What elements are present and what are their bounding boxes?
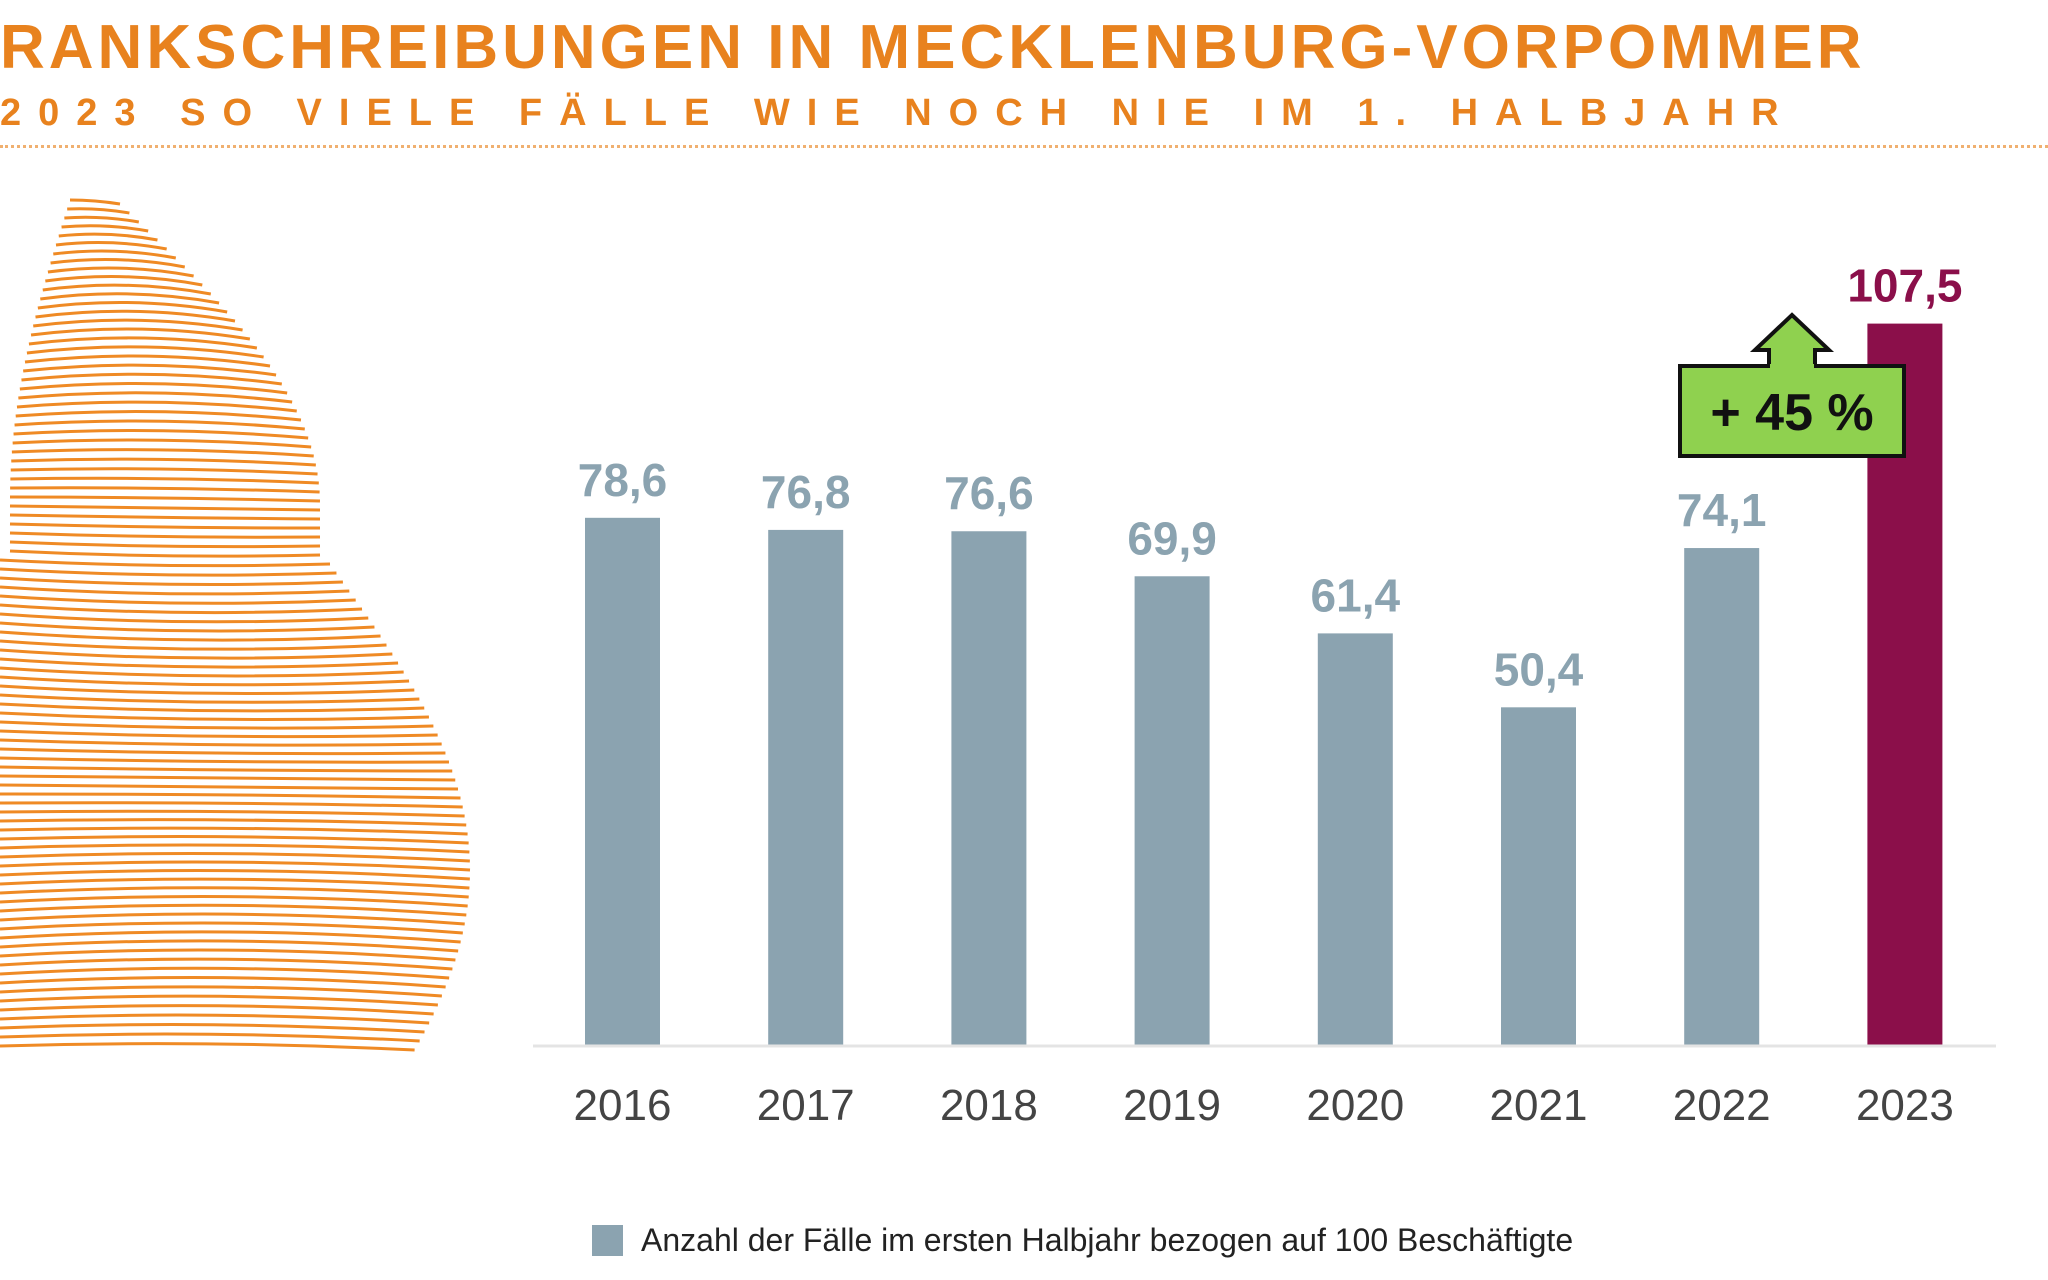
annotation-label: + 45 % <box>1710 384 1873 442</box>
x-tick-label: 2017 <box>757 1081 855 1130</box>
value-label: 61,4 <box>1311 569 1401 621</box>
value-label: 74,1 <box>1677 484 1767 536</box>
arrow-joint <box>1770 364 1814 370</box>
divider <box>0 145 2048 148</box>
bar-2022 <box>1684 548 1760 1046</box>
legend-label: Anzahl der Fälle im ersten Halbjahr bezo… <box>641 1222 1574 1258</box>
bar-2020 <box>1317 633 1393 1046</box>
chart-subtitle: 2023 SO VIELE FÄLLE WIE NOCH NIE IM 1. H… <box>0 92 1796 134</box>
legend-swatch <box>592 1225 623 1256</box>
x-tick-label: 2016 <box>574 1081 672 1130</box>
bar-2018 <box>951 531 1027 1046</box>
x-tick-label: 2019 <box>1123 1081 1221 1130</box>
value-label: 76,6 <box>944 467 1034 519</box>
value-label: 78,6 <box>578 454 668 506</box>
bar-2021 <box>1501 707 1576 1046</box>
chart-title: RANKSCHREIBUNGEN IN MECKLENBURG-VORPOMME… <box>0 13 1866 82</box>
bar-2017 <box>768 529 844 1046</box>
bar-2019 <box>1134 576 1210 1046</box>
annotation-box <box>1678 364 1906 458</box>
legend: Anzahl der Fälle im ersten Halbjahr bezo… <box>592 1222 1573 1259</box>
x-tick-label: 2021 <box>1490 1081 1588 1130</box>
value-label: 69,9 <box>1127 512 1217 564</box>
increase-annotation: + 45 % <box>1678 312 1906 458</box>
value-label: 107,5 <box>1847 260 1962 312</box>
x-tick-label: 2018 <box>940 1081 1038 1130</box>
x-tick-label: 2020 <box>1306 1081 1404 1130</box>
x-tick-label: 2022 <box>1673 1081 1771 1130</box>
arrow-up-icon <box>1749 312 1835 368</box>
bar-2016 <box>585 517 660 1046</box>
woman-illustration <box>0 198 471 1052</box>
value-label: 76,8 <box>761 466 851 518</box>
value-label: 50,4 <box>1494 643 1584 695</box>
x-tick-label: 2023 <box>1856 1081 1954 1130</box>
